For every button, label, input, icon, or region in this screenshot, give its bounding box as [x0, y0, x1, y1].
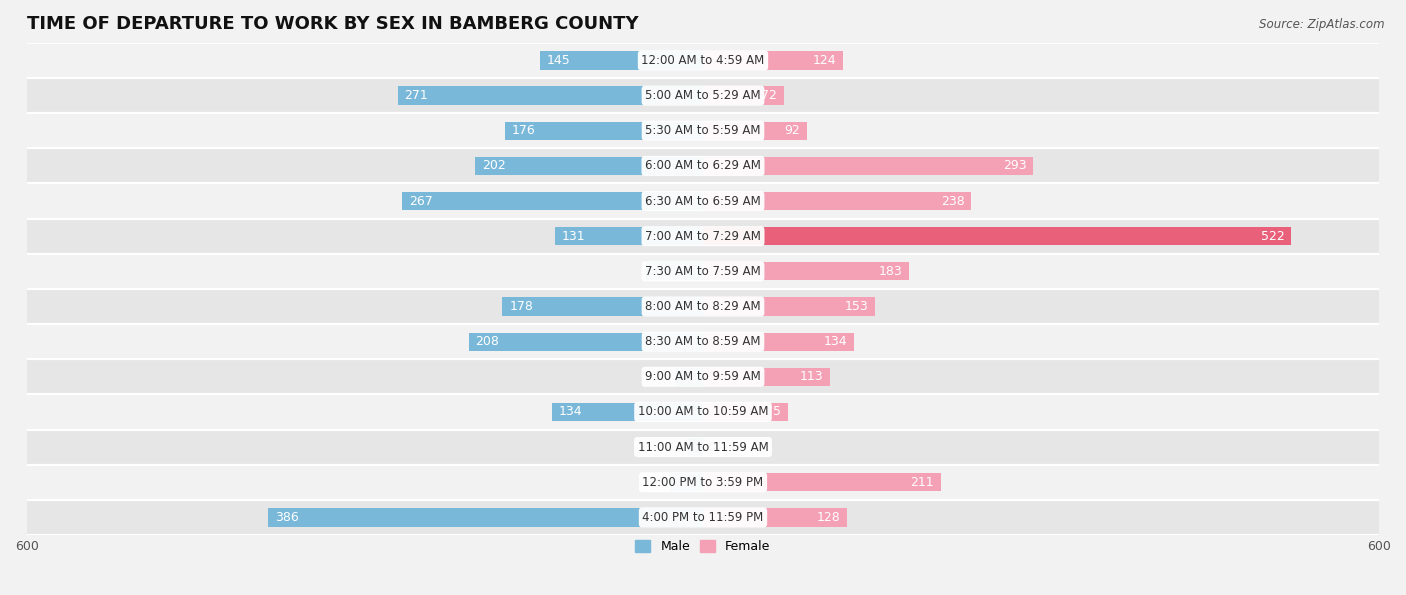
Bar — [540, 51, 703, 70]
Text: TIME OF DEPARTURE TO WORK BY SEX IN BAMBERG COUNTY: TIME OF DEPARTURE TO WORK BY SEX IN BAMB… — [27, 15, 638, 33]
Bar — [27, 359, 1379, 394]
Bar — [703, 156, 1033, 175]
Bar — [398, 86, 703, 105]
Text: 145: 145 — [547, 54, 569, 67]
Text: 293: 293 — [1002, 159, 1026, 173]
Bar — [27, 324, 1379, 359]
Text: 75: 75 — [765, 405, 780, 418]
Bar — [502, 298, 703, 315]
Text: 271: 271 — [405, 89, 429, 102]
Text: 12:00 AM to 4:59 AM: 12:00 AM to 4:59 AM — [641, 54, 765, 67]
Text: 124: 124 — [813, 54, 837, 67]
Bar — [555, 227, 703, 245]
Text: 522: 522 — [1261, 230, 1285, 243]
Legend: Male, Female: Male, Female — [630, 536, 776, 558]
Bar — [27, 148, 1379, 183]
Text: 11:00 AM to 11:59 AM: 11:00 AM to 11:59 AM — [638, 440, 768, 453]
Text: 6:30 AM to 6:59 AM: 6:30 AM to 6:59 AM — [645, 195, 761, 208]
Bar — [402, 192, 703, 210]
Text: 6:00 AM to 6:29 AM: 6:00 AM to 6:29 AM — [645, 159, 761, 173]
Bar — [27, 183, 1379, 218]
Text: 202: 202 — [482, 159, 506, 173]
Bar — [645, 262, 703, 280]
Text: 5:00 AM to 5:29 AM: 5:00 AM to 5:29 AM — [645, 89, 761, 102]
Bar — [703, 473, 941, 491]
Text: 208: 208 — [475, 335, 499, 348]
Text: 153: 153 — [845, 300, 869, 313]
Bar — [475, 156, 703, 175]
Bar — [675, 368, 703, 386]
Bar — [269, 508, 703, 527]
Text: 5:30 AM to 5:59 AM: 5:30 AM to 5:59 AM — [645, 124, 761, 137]
Text: 51: 51 — [652, 265, 668, 278]
Text: 7:00 AM to 7:29 AM: 7:00 AM to 7:29 AM — [645, 230, 761, 243]
Bar — [27, 430, 1379, 465]
Text: 238: 238 — [941, 195, 965, 208]
Bar — [27, 289, 1379, 324]
Text: 29: 29 — [650, 476, 666, 488]
Bar — [505, 121, 703, 140]
Text: 92: 92 — [785, 124, 800, 137]
Bar — [703, 121, 807, 140]
Bar — [703, 403, 787, 421]
Text: 267: 267 — [409, 195, 433, 208]
Text: 178: 178 — [509, 300, 533, 313]
Bar — [689, 438, 703, 456]
Text: 211: 211 — [910, 476, 934, 488]
Text: 0: 0 — [707, 440, 716, 453]
Text: 386: 386 — [274, 511, 298, 524]
Bar — [703, 333, 853, 351]
Bar — [27, 465, 1379, 500]
Bar — [27, 394, 1379, 430]
Text: 183: 183 — [879, 265, 903, 278]
Bar — [27, 500, 1379, 535]
Bar — [553, 403, 703, 421]
Text: 134: 134 — [558, 405, 582, 418]
Text: 72: 72 — [762, 89, 778, 102]
Bar — [27, 218, 1379, 254]
Bar — [27, 254, 1379, 289]
Text: 176: 176 — [512, 124, 536, 137]
Text: 131: 131 — [562, 230, 586, 243]
Bar — [703, 508, 848, 527]
Text: 7:30 AM to 7:59 AM: 7:30 AM to 7:59 AM — [645, 265, 761, 278]
Text: 8:30 AM to 8:59 AM: 8:30 AM to 8:59 AM — [645, 335, 761, 348]
Bar — [468, 333, 703, 351]
Text: 13: 13 — [668, 440, 683, 453]
Text: 25: 25 — [654, 370, 671, 383]
Bar — [703, 192, 972, 210]
Bar — [703, 298, 876, 315]
Text: 128: 128 — [817, 511, 841, 524]
Bar — [703, 86, 785, 105]
Bar — [27, 78, 1379, 113]
Text: Source: ZipAtlas.com: Source: ZipAtlas.com — [1260, 18, 1385, 31]
Bar — [671, 473, 703, 491]
Text: 8:00 AM to 8:29 AM: 8:00 AM to 8:29 AM — [645, 300, 761, 313]
Bar — [703, 368, 831, 386]
Text: 10:00 AM to 10:59 AM: 10:00 AM to 10:59 AM — [638, 405, 768, 418]
Text: 9:00 AM to 9:59 AM: 9:00 AM to 9:59 AM — [645, 370, 761, 383]
Bar — [27, 113, 1379, 148]
Text: 134: 134 — [824, 335, 848, 348]
Text: 4:00 PM to 11:59 PM: 4:00 PM to 11:59 PM — [643, 511, 763, 524]
Text: 12:00 PM to 3:59 PM: 12:00 PM to 3:59 PM — [643, 476, 763, 488]
Bar — [703, 51, 842, 70]
Bar — [703, 227, 1291, 245]
Text: 113: 113 — [800, 370, 824, 383]
Bar — [703, 262, 910, 280]
Bar — [27, 43, 1379, 78]
